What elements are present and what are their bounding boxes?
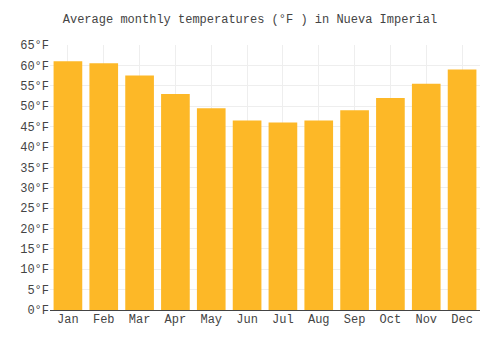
svg-text:Nov: Nov (415, 313, 437, 327)
svg-text:Dec: Dec (451, 313, 473, 327)
svg-text:15°F: 15°F (20, 243, 49, 257)
svg-text:10°F: 10°F (20, 263, 49, 277)
svg-text:Feb: Feb (93, 313, 115, 327)
svg-text:Mar: Mar (129, 313, 151, 327)
svg-text:45°F: 45°F (20, 121, 49, 135)
svg-text:Average monthly temperatures (: Average monthly temperatures (°F ) in Nu… (63, 13, 437, 27)
svg-text:60°F: 60°F (20, 60, 49, 74)
svg-text:35°F: 35°F (20, 162, 49, 176)
svg-text:50°F: 50°F (20, 100, 49, 114)
svg-text:Jun: Jun (236, 313, 258, 327)
svg-text:Jul: Jul (272, 313, 294, 327)
svg-text:40°F: 40°F (20, 141, 49, 155)
svg-text:5°F: 5°F (27, 284, 49, 298)
svg-text:Sep: Sep (344, 313, 366, 327)
svg-text:0°F: 0°F (27, 304, 49, 318)
svg-text:May: May (200, 313, 222, 327)
svg-text:Oct: Oct (380, 313, 402, 327)
svg-text:30°F: 30°F (20, 182, 49, 196)
svg-text:Jan: Jan (57, 313, 79, 327)
svg-text:25°F: 25°F (20, 202, 49, 216)
svg-text:Apr: Apr (165, 313, 187, 327)
svg-text:55°F: 55°F (20, 80, 49, 94)
svg-text:65°F: 65°F (20, 39, 49, 53)
svg-text:20°F: 20°F (20, 223, 49, 237)
svg-text:Aug: Aug (308, 313, 330, 327)
